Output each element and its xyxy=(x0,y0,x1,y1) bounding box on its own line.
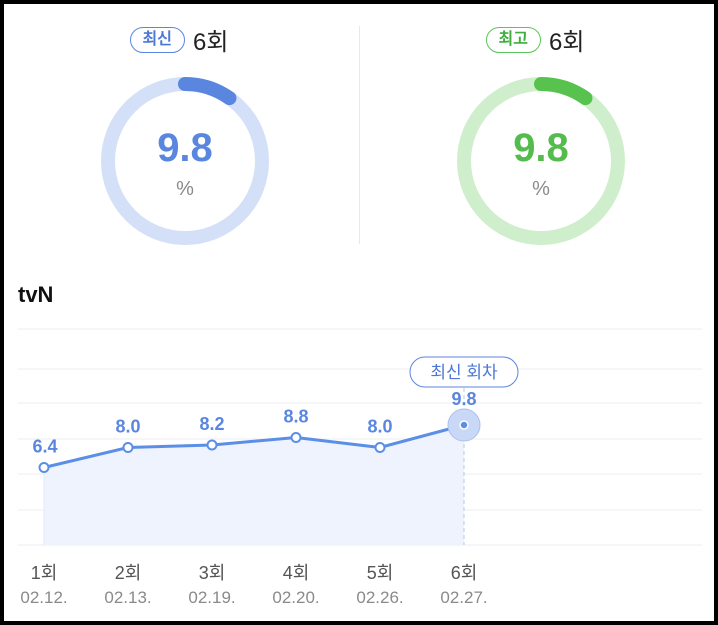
latest-rating-unit: % xyxy=(176,178,194,200)
best-rating-ring: 9.8 % xyxy=(454,74,628,248)
data-label-6: 9.8 xyxy=(451,389,476,409)
data-point-2 xyxy=(122,442,134,453)
rating-panel: 최신 6회 9.8 % 최고 6회 9.8 % tvN 6.4 8.0 8.2 8. xyxy=(4,4,714,621)
x-tick-date-1: 02.12. xyxy=(20,588,67,607)
x-tick-episode-3: 3회 xyxy=(199,563,226,583)
best-rating-unit: % xyxy=(532,178,550,200)
data-label-5: 8.0 xyxy=(367,417,392,437)
series-area xyxy=(44,425,464,545)
x-tick-date-4: 02.20. xyxy=(272,588,319,607)
data-point-6 xyxy=(459,420,469,430)
data-point-3 xyxy=(206,439,218,451)
x-tick-date-6: 02.27. xyxy=(440,588,487,607)
latest-episode: 6회 xyxy=(193,29,229,56)
data-label-2: 8.0 xyxy=(115,417,140,437)
data-point-1 xyxy=(38,462,50,473)
highlight-callout-label: 최신 회차 xyxy=(430,363,498,382)
data-point-5 xyxy=(374,442,386,453)
latest-rating-ring: 9.8 % xyxy=(98,74,272,248)
latest-ring-graphic xyxy=(101,77,269,245)
x-tick-episode-2: 2회 xyxy=(115,563,142,583)
latest-ring-progress xyxy=(178,77,237,106)
card-divider xyxy=(359,26,360,244)
x-tick-date-2: 02.13. xyxy=(104,588,151,607)
best-badge: 최고 xyxy=(485,26,541,53)
best-episode: 6회 xyxy=(549,29,585,56)
data-label-3: 8.2 xyxy=(199,414,224,434)
x-tick-episode-5: 5회 xyxy=(367,563,394,583)
chart-title: tvN xyxy=(18,282,54,307)
latest-rating-card: 최신 6회 9.8 % xyxy=(4,4,354,254)
highlight-callout xyxy=(409,356,519,388)
x-tick-episode-6: 6회 xyxy=(451,563,478,583)
data-label-4: 8.8 xyxy=(283,407,308,427)
x-tick-date-5: 02.26. xyxy=(356,588,403,607)
best-rating-card: 최고 6회 9.8 % xyxy=(360,4,710,254)
latest-badge: 최신 xyxy=(129,26,185,53)
best-rating-value: 9.8 xyxy=(513,126,569,170)
best-ring-graphic xyxy=(457,77,625,245)
x-tick-episode-1: 1회 xyxy=(31,563,58,583)
x-tick-date-3: 02.19. xyxy=(188,588,235,607)
best-ring-progress xyxy=(534,77,593,106)
data-point-4 xyxy=(290,432,302,443)
series-line xyxy=(43,423,465,469)
ratings-line-chart: 6.4 8.0 8.2 8.8 8.0 9.8 최신 회차 1회 02.12. 2회 02.13. 3… xyxy=(18,328,702,607)
latest-rating-value: 9.8 xyxy=(157,126,213,170)
x-tick-episode-4: 4회 xyxy=(283,563,310,583)
data-label-1: 6.4 xyxy=(32,437,57,457)
